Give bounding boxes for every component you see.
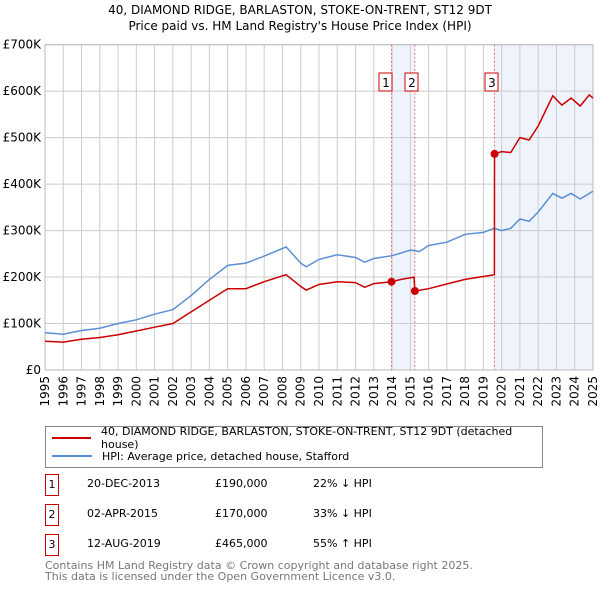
chart-title: 40, DIAMOND RIDGE, BARLASTON, STOKE-ON-T…	[108, 3, 492, 17]
legend-label: HPI: Average price, detached house, Staf…	[102, 449, 350, 463]
legend-item-hpi: HPI: Average price, detached house, Staf…	[52, 448, 349, 464]
sale-label: 1	[382, 76, 390, 90]
sale-price: £465,000	[215, 537, 268, 550]
legend-swatch-red	[52, 437, 92, 439]
x-tick-label: 1995	[38, 376, 52, 407]
shaded-range	[494, 44, 593, 370]
x-tick-label: 1996	[56, 376, 70, 407]
shaded-range	[391, 44, 415, 370]
x-tick-label: 2007	[257, 376, 271, 407]
x-tick-label: 2009	[294, 376, 308, 407]
sale-marker-badge: 3	[45, 534, 59, 556]
y-tick-label: £500K	[3, 131, 43, 145]
y-tick-label: £0	[26, 363, 41, 377]
sale-label: 3	[488, 76, 496, 90]
series-line	[44, 93, 594, 343]
x-tick-label: 2019	[476, 376, 490, 407]
x-tick-label: 2016	[422, 376, 436, 407]
footer-line: This data is licensed under the Open Gov…	[45, 570, 396, 583]
x-tick-label: 2001	[148, 376, 162, 407]
x-tick-label: 2011	[330, 376, 344, 407]
y-tick-label: £400K	[3, 177, 43, 191]
x-tick-label: 2000	[129, 376, 143, 407]
legend-item-property: 40, DIAMOND RIDGE, BARLASTON, STOKE-ON-T…	[52, 425, 542, 451]
x-tick-label: 2014	[385, 376, 399, 407]
sale-label: 2	[408, 76, 416, 90]
x-tick-label: 2003	[184, 376, 198, 407]
sale-date: 20-DEC-2013	[87, 477, 161, 490]
x-tick-label: 2008	[275, 376, 289, 407]
sale-label-box	[404, 72, 419, 92]
plot-area: 1995 1996 1997 1998 1999 2000 2001 2002 2003 2004…	[3, 38, 600, 407]
sale-price: £190,000	[215, 477, 268, 490]
y-tick-label: £300K	[3, 224, 43, 238]
x-tick-label: 2012	[349, 376, 363, 407]
y-tick-label: £700K	[3, 38, 43, 52]
y-tick-label: £100K	[3, 317, 43, 331]
legend-swatch-blue	[52, 455, 92, 457]
x-tick-label: 2025	[586, 376, 600, 407]
sale-hpi-diff: 33% ↓ HPI	[313, 507, 372, 520]
footer: Contains HM Land Registry data © Crown c…	[45, 560, 473, 582]
x-tick-label: 2005	[221, 376, 235, 407]
sale-date: 02-APR-2015	[87, 507, 159, 520]
sale-label-box	[378, 72, 393, 92]
x-tick-label: 1997	[75, 376, 89, 407]
footer-line: Contains HM Land Registry data © Crown c…	[45, 559, 473, 572]
chart-subtitle: Price paid vs. HM Land Registry's House …	[128, 19, 472, 33]
x-tick-label: 2022	[531, 376, 545, 407]
sale-marker-badge: 2	[45, 504, 59, 526]
sale-hpi-diff: 22% ↓ HPI	[313, 477, 372, 490]
sale-marker-badge: 1	[45, 474, 59, 496]
x-tick-label: 2004	[202, 376, 216, 407]
x-tick-label: 2015	[403, 376, 417, 407]
legend-label: 40, DIAMOND RIDGE, BARLASTON, STOKE-ON-T…	[101, 425, 513, 451]
x-tick-label: 2024	[568, 376, 582, 407]
sale-price: £170,000	[215, 507, 268, 520]
x-tick-label: 2020	[495, 376, 509, 407]
x-tick-label: 2017	[440, 376, 454, 407]
x-tick-label: 2023	[549, 376, 563, 407]
y-tick-label: £200K	[3, 270, 43, 284]
x-tick-label: 1999	[111, 376, 125, 407]
sale-date: 12-AUG-2019	[87, 537, 161, 550]
y-tick-label: £600K	[3, 84, 43, 98]
x-tick-label: 2010	[312, 376, 326, 407]
sale-hpi-diff: 55% ↑ HPI	[313, 537, 372, 550]
x-tick-label: 2006	[239, 376, 253, 407]
series-line	[44, 190, 594, 335]
legend: 40, DIAMOND RIDGE, BARLASTON, STOKE-ON-T…	[45, 425, 543, 468]
x-tick-label: 2013	[367, 376, 381, 407]
sale-point	[410, 286, 419, 295]
x-tick-label: 2002	[166, 376, 180, 407]
plot-border	[44, 44, 594, 371]
x-tick-label: 2021	[513, 376, 527, 407]
x-tick-label: 2018	[458, 376, 472, 407]
sale-label-box	[484, 72, 499, 92]
x-tick-label: 1998	[93, 376, 107, 407]
sale-point	[387, 277, 396, 286]
sale-point	[490, 149, 499, 158]
